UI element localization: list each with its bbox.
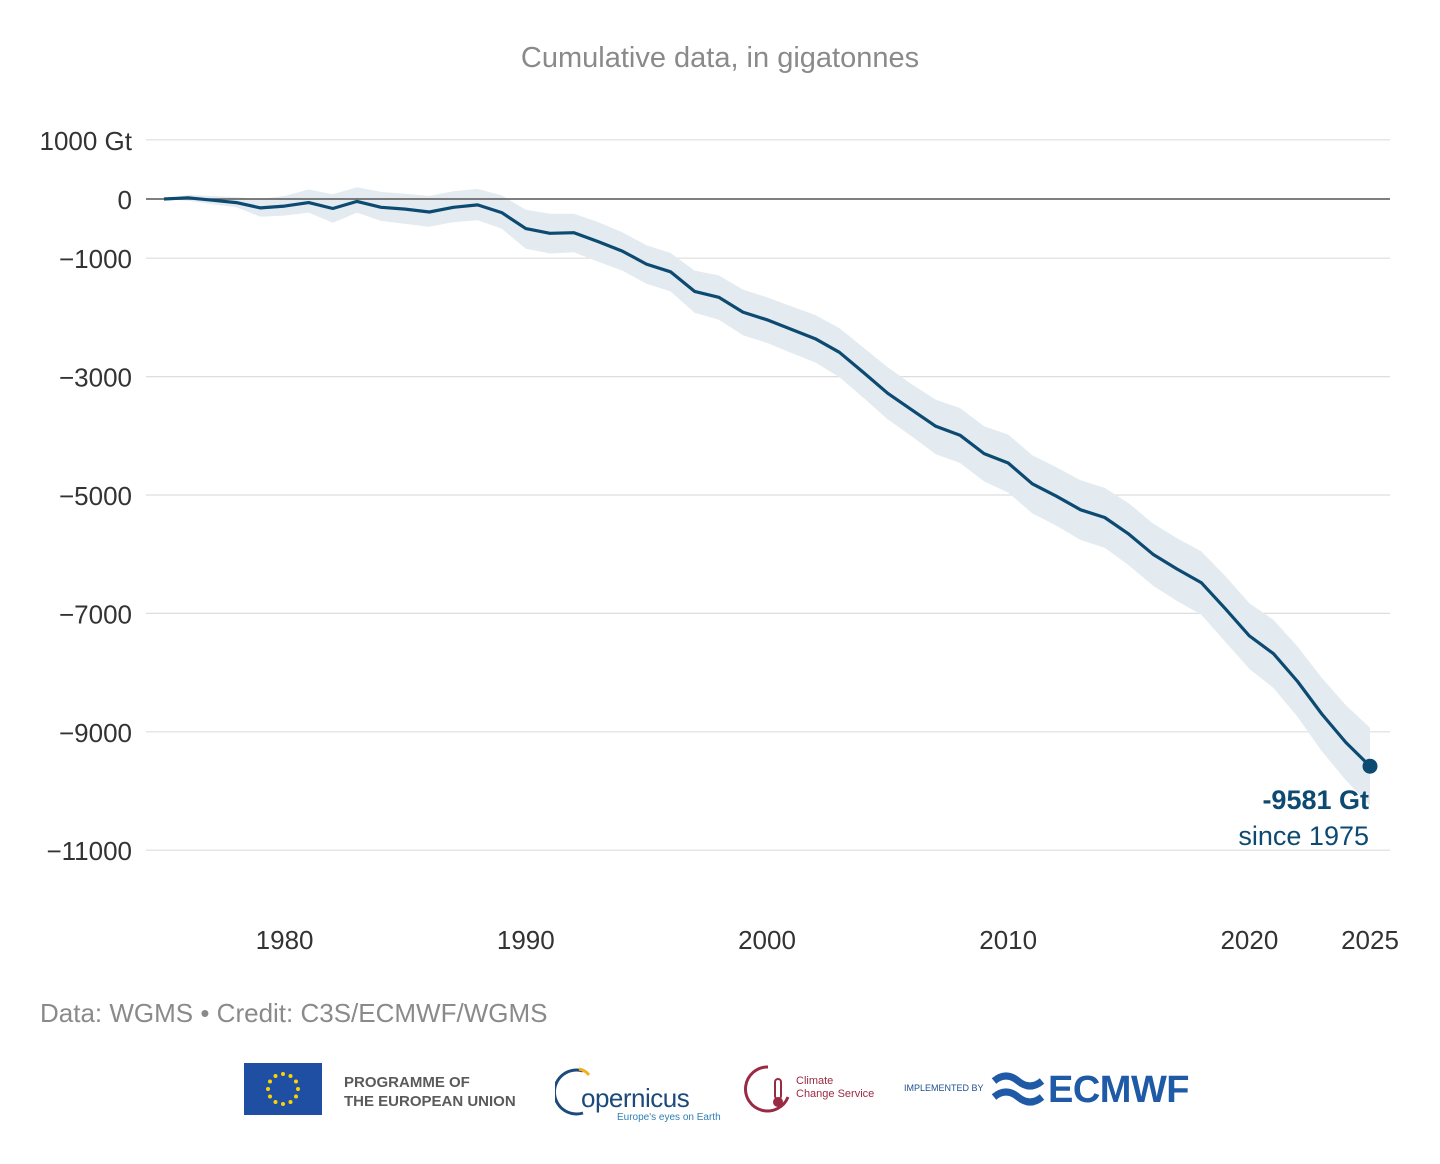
y-tick-label-2: −1000: [59, 244, 132, 274]
ecmwf-wordmark: ECMWF: [1048, 1069, 1190, 1111]
eu-star: [288, 1099, 293, 1104]
eu-star: [266, 1087, 270, 1091]
chart-subtitle: Cumulative data, in gigatonnes: [520, 42, 920, 74]
eu-flag-icon: [244, 1063, 322, 1115]
c3s-text-line-1: Climate: [796, 1075, 834, 1087]
ecmwf-logo: IMPLEMENTED BY ECMWF: [904, 1069, 1204, 1113]
copernicus-tagline: Europe's eyes on Earth: [617, 1112, 721, 1123]
series-line: [163, 196, 1372, 768]
y-tick-label-5: −7000: [59, 599, 132, 629]
thermometer-cloud-icon: [744, 1065, 790, 1113]
eu-star: [273, 1074, 278, 1079]
x-tick-label-1: 1990: [497, 925, 555, 955]
end-point-marker: [1362, 758, 1378, 774]
c3s-text: Climate Change Service: [796, 1075, 874, 1101]
eu-star: [268, 1079, 273, 1084]
y-tick-label-4: −5000: [59, 481, 132, 511]
x-tick-label-4: 2020: [1220, 925, 1278, 955]
c3s-logo: Climate Change Service: [744, 1061, 884, 1121]
eu-text-line-1: PROGRAMME OF: [344, 1074, 470, 1091]
eu-text-line-2: THE EUROPEAN UNION: [344, 1093, 516, 1110]
since-label: since 1975: [1238, 821, 1369, 851]
eu-star: [293, 1094, 298, 1099]
end-annotation: -9581 Gt since 1975: [1238, 758, 1378, 851]
uncertainty-area: [164, 187, 1370, 806]
eu-star: [281, 1072, 285, 1076]
c3s-text-line-2: Change Service: [796, 1088, 875, 1100]
eu-star: [296, 1087, 300, 1091]
eu-star: [293, 1079, 298, 1084]
copernicus-logo: opernicus Europe's eyes on Earth: [555, 1061, 721, 1123]
x-tick-label-5: 2025: [1341, 925, 1399, 955]
credit-text: Data: WGMS • Credit: C3S/ECMWF/WGMS: [40, 998, 548, 1028]
end-value-label: -9581 Gt: [1262, 785, 1369, 815]
y-tick-label-6: −9000: [59, 718, 132, 748]
implemented-by-text: IMPLEMENTED BY: [904, 1083, 984, 1093]
glacier-mass-chart: 1000 Gt0−1000−3000−5000−7000−9000−11000 …: [39, 126, 1399, 955]
y-tick-label-0: 1000 Gt: [39, 126, 132, 156]
cumulative-mass-line: [163, 196, 1372, 768]
y-axis-ticks: 1000 Gt 0 −1000 −3000 −5000 −7000 −9000 −11000: [39, 126, 132, 866]
x-tick-label-0: 1980: [256, 925, 314, 955]
ecmwf-waves-icon: [991, 1072, 1045, 1106]
eu-star: [288, 1074, 293, 1079]
eu-star: [281, 1102, 285, 1106]
eu-star: [268, 1094, 273, 1099]
grid-lines: [146, 139, 1390, 851]
y-tick-label-7: −11000: [46, 836, 132, 866]
y-tick-label-1: 0: [118, 185, 132, 215]
x-tick-label-2: 2000: [738, 925, 796, 955]
eu-star: [273, 1099, 278, 1104]
x-tick-label-3: 2010: [979, 925, 1037, 955]
eu-programme-text: PROGRAMME OF THE EUROPEAN UNION: [344, 1073, 516, 1111]
copernicus-icon: [555, 1067, 591, 1116]
uncertainty-band: [164, 187, 1370, 806]
logo-strip: PROGRAMME OF THE EUROPEAN UNION opernicu…: [0, 1055, 1440, 1125]
y-tick-label-3: −3000: [59, 363, 132, 393]
x-axis-ticks: 1980 1990 2000 2010 2020 2025: [256, 925, 1399, 955]
copernicus-wordmark: opernicus: [581, 1083, 690, 1113]
